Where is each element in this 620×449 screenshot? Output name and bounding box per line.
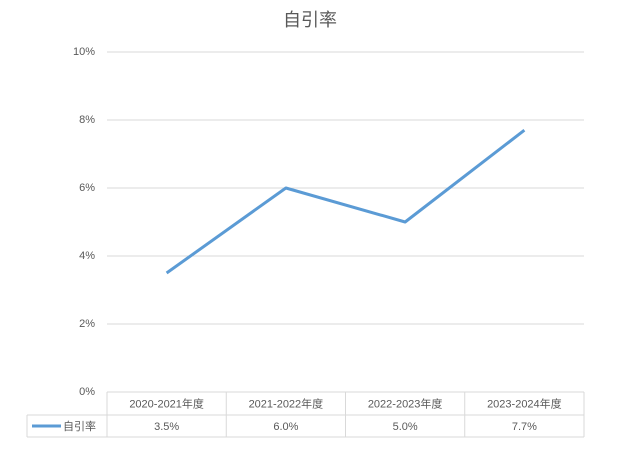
x-tick-label: 2022-2023年度: [368, 396, 443, 410]
table-value: 7.7%: [512, 421, 537, 433]
table-value: 6.0%: [273, 421, 298, 433]
y-tick-label: 8%: [79, 114, 95, 126]
y-tick-label: 4%: [79, 250, 95, 262]
x-tick-label: 2020-2021年度: [129, 396, 204, 410]
series-line: [165, 129, 526, 275]
x-tick-label: 2023-2024年度: [487, 396, 562, 410]
legend-label: 自引率: [63, 419, 96, 433]
y-tick-label: 2%: [79, 318, 95, 330]
y-tick-label: 0%: [79, 386, 95, 398]
table-value: 5.0%: [393, 421, 418, 433]
x-tick-label: 2021-2022年度: [249, 396, 324, 410]
y-tick-label: 10%: [73, 46, 95, 58]
y-tick-label: 6%: [79, 182, 95, 194]
table-value: 3.5%: [154, 421, 179, 433]
chart-title: 自引率: [283, 10, 337, 30]
